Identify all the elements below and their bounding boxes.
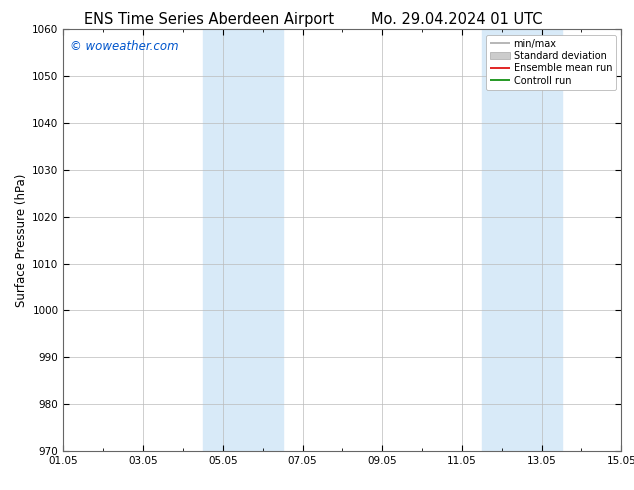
- Y-axis label: Surface Pressure (hPa): Surface Pressure (hPa): [15, 173, 28, 307]
- Legend: min/max, Standard deviation, Ensemble mean run, Controll run: min/max, Standard deviation, Ensemble me…: [486, 35, 616, 90]
- Bar: [482, 29, 562, 451]
- Text: © woweather.com: © woweather.com: [70, 40, 179, 53]
- Text: Mo. 29.04.2024 01 UTC: Mo. 29.04.2024 01 UTC: [371, 12, 542, 27]
- Bar: [203, 29, 283, 451]
- Text: ENS Time Series Aberdeen Airport: ENS Time Series Aberdeen Airport: [84, 12, 334, 27]
